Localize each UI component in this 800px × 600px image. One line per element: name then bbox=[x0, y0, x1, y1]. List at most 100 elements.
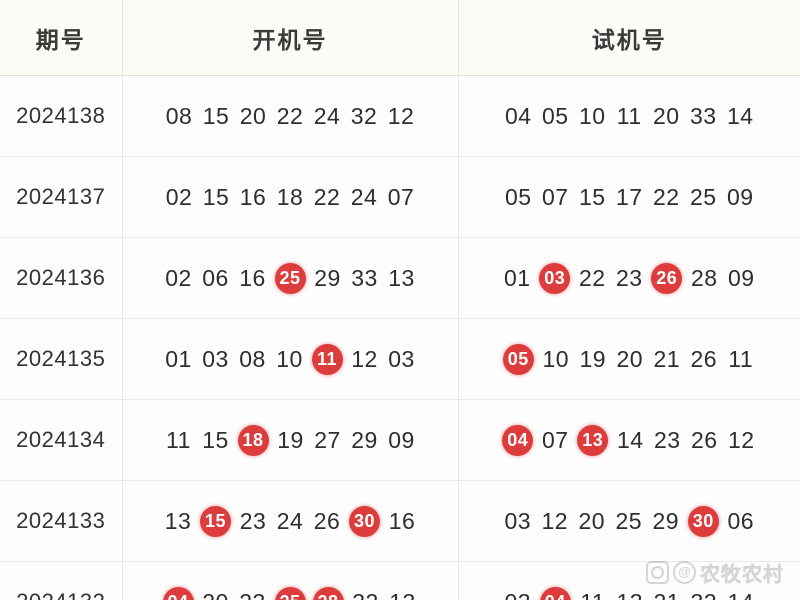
number-ball-highlighted: 04 bbox=[162, 586, 194, 600]
number-ball: 29 bbox=[652, 507, 680, 534]
number-ball: 03 bbox=[202, 345, 229, 372]
number-ball: 10 bbox=[578, 102, 606, 129]
table-row[interactable]: 2024132 04 20 23 25 28 32 13 03 04 11 13 21 32 14 bbox=[0, 561, 800, 600]
number-ball: 33 bbox=[351, 264, 378, 291]
number-ball: 22 bbox=[652, 183, 680, 210]
number-ball: 11 bbox=[616, 102, 642, 129]
number-list: 08 15 20 22 24 32 12 bbox=[123, 76, 458, 156]
table-row[interactable]: 2024138 08 15 20 22 24 32 12 04 05 10 11 20 33 14 bbox=[0, 75, 800, 157]
table-row[interactable]: 2024133 13 15 23 24 26 30 16 03 12 20 25 29 30 06 bbox=[0, 480, 800, 562]
number-ball: 01 bbox=[165, 345, 192, 372]
cell-test-numbers: 05 07 15 17 22 25 09 bbox=[458, 156, 800, 238]
number-ball: 22 bbox=[313, 183, 341, 210]
number-ball: 10 bbox=[276, 345, 303, 372]
number-ball-highlighted: 15 bbox=[200, 505, 231, 537]
number-ball: 33 bbox=[689, 102, 717, 129]
cell-open-numbers: 01 03 08 10 11 12 03 bbox=[122, 318, 459, 400]
cell-period: 2024134 bbox=[0, 399, 123, 481]
number-ball: 20 bbox=[578, 507, 606, 534]
number-ball: 14 bbox=[726, 102, 754, 129]
number-list: 04 07 13 14 23 26 12 bbox=[459, 400, 800, 480]
number-ball: 15 bbox=[578, 183, 606, 210]
number-ball: 13 bbox=[388, 264, 415, 291]
number-ball: 19 bbox=[277, 426, 304, 453]
number-ball: 22 bbox=[276, 102, 304, 129]
cell-period: 2024138 bbox=[0, 75, 123, 157]
cell-open-numbers: 04 20 23 25 28 32 13 bbox=[122, 561, 459, 600]
number-list: 01 03 22 23 26 28 09 bbox=[459, 238, 800, 318]
number-list: 03 12 20 25 29 30 06 bbox=[459, 481, 800, 561]
table-header: 期号 开机号 试机号 bbox=[0, 0, 800, 76]
number-ball-highlighted: 25 bbox=[274, 262, 306, 294]
number-ball: 20 bbox=[239, 102, 267, 129]
number-list: 02 15 16 18 22 24 07 bbox=[123, 157, 458, 237]
number-ball: 32 bbox=[350, 102, 378, 129]
cell-test-numbers: 05 10 19 20 21 26 11 bbox=[458, 318, 800, 400]
number-list: 01 03 08 10 11 12 03 bbox=[123, 319, 458, 399]
number-ball: 05 bbox=[541, 102, 569, 129]
number-ball: 13 bbox=[164, 507, 192, 534]
table-row[interactable]: 2024136 02 06 16 25 29 33 13 01 03 22 23 26 28 09 bbox=[0, 237, 800, 319]
number-ball: 26 bbox=[313, 507, 341, 534]
column-header-open-number: 开机号 bbox=[122, 0, 459, 76]
cell-test-numbers: 01 03 22 23 26 28 09 bbox=[458, 237, 800, 319]
number-ball: 32 bbox=[689, 587, 719, 600]
number-ball: 26 bbox=[690, 345, 718, 372]
number-ball: 07 bbox=[541, 183, 569, 210]
number-ball: 06 bbox=[727, 507, 755, 534]
table-row[interactable]: 2024134 11 15 18 19 27 29 09 04 07 13 14 23 26 12 bbox=[0, 399, 800, 481]
number-ball: 16 bbox=[239, 264, 266, 291]
number-ball-highlighted: 28 bbox=[312, 586, 344, 600]
table-row[interactable]: 2024135 01 03 08 10 11 12 03 05 10 19 20 21 26 11 bbox=[0, 318, 800, 400]
cell-test-numbers: 04 05 10 11 20 33 14 bbox=[458, 75, 800, 157]
number-ball: 24 bbox=[276, 507, 304, 534]
number-ball: 08 bbox=[239, 345, 266, 372]
number-ball: 14 bbox=[726, 587, 756, 600]
number-ball: 10 bbox=[542, 345, 570, 372]
number-list: 03 04 11 13 21 32 14 bbox=[459, 562, 800, 600]
number-ball: 20 bbox=[616, 345, 644, 372]
number-ball: 12 bbox=[387, 102, 415, 129]
number-ball-highlighted: 18 bbox=[237, 424, 269, 456]
number-ball: 03 bbox=[504, 507, 532, 534]
table-row[interactable]: 2024137 02 15 16 18 22 24 07 05 07 15 17 22 25 09 bbox=[0, 156, 800, 238]
cell-test-numbers: 03 12 20 25 29 30 06 bbox=[458, 480, 800, 562]
cell-test-numbers: 04 07 13 14 23 26 12 bbox=[458, 399, 800, 481]
number-list: 13 15 23 24 26 30 16 bbox=[123, 481, 458, 561]
cell-test-numbers: 03 04 11 13 21 32 14 bbox=[458, 561, 800, 600]
cell-open-numbers: 08 15 20 22 24 32 12 bbox=[122, 75, 459, 157]
number-ball: 22 bbox=[578, 264, 606, 291]
number-ball: 27 bbox=[314, 426, 341, 453]
number-ball: 18 bbox=[276, 183, 304, 210]
number-ball: 03 bbox=[388, 345, 415, 372]
number-list: 04 05 10 11 20 33 14 bbox=[459, 76, 800, 156]
number-list: 05 10 19 20 21 26 11 bbox=[459, 319, 800, 399]
number-ball: 29 bbox=[351, 426, 378, 453]
cell-open-numbers: 13 15 23 24 26 30 16 bbox=[122, 480, 459, 562]
number-ball-highlighted: 30 bbox=[349, 505, 380, 537]
number-ball: 15 bbox=[202, 102, 230, 129]
number-ball: 15 bbox=[202, 183, 230, 210]
number-ball: 23 bbox=[238, 587, 268, 600]
number-ball: 15 bbox=[202, 426, 229, 453]
number-ball: 19 bbox=[579, 345, 607, 372]
number-ball: 04 bbox=[504, 102, 532, 129]
number-ball: 02 bbox=[165, 264, 192, 291]
number-ball: 02 bbox=[165, 183, 193, 210]
number-ball: 07 bbox=[387, 183, 415, 210]
number-ball: 25 bbox=[615, 507, 643, 534]
number-ball: 26 bbox=[690, 426, 718, 453]
number-ball: 21 bbox=[652, 587, 682, 600]
number-ball: 28 bbox=[690, 264, 718, 291]
cell-period: 2024133 bbox=[0, 480, 123, 562]
number-ball-highlighted: 03 bbox=[539, 262, 571, 294]
number-ball-highlighted: 05 bbox=[502, 343, 534, 375]
table-body: 2024138 08 15 20 22 24 32 12 04 05 10 11 20 33 14 20241… bbox=[0, 75, 800, 600]
number-ball: 07 bbox=[541, 426, 569, 453]
number-ball: 29 bbox=[314, 264, 341, 291]
number-list: 05 07 15 17 22 25 09 bbox=[459, 157, 800, 237]
number-ball: 20 bbox=[652, 102, 680, 129]
number-list: 11 15 18 19 27 29 09 bbox=[123, 400, 458, 480]
cell-period: 2024135 bbox=[0, 318, 123, 400]
